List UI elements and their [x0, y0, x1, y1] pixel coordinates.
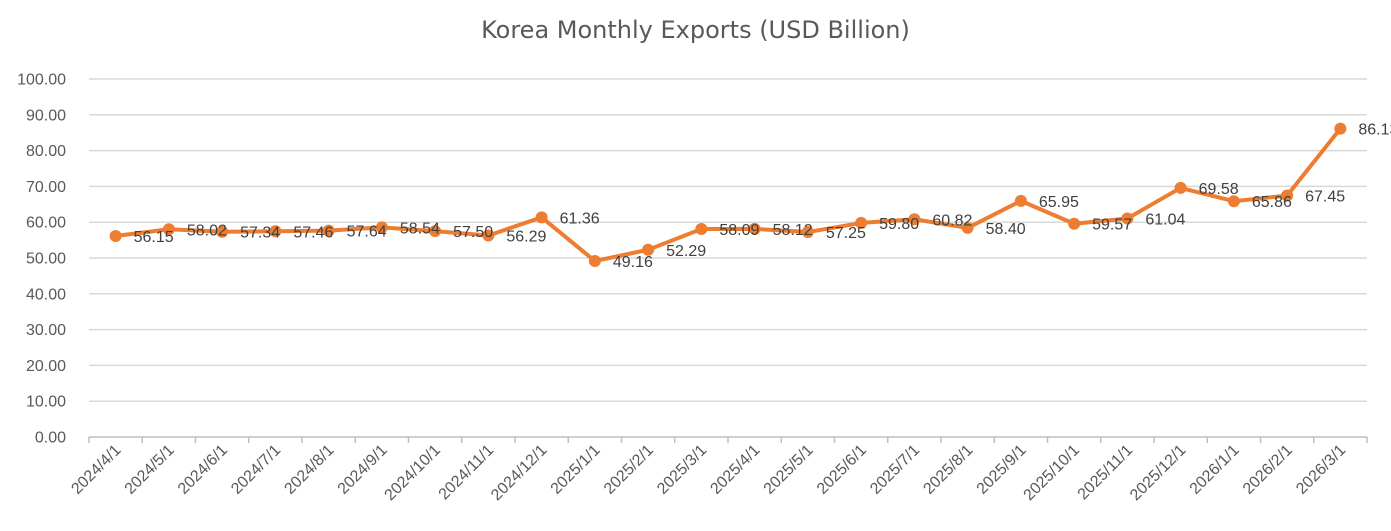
y-tick-label: 10.00 [26, 394, 66, 411]
data-point [801, 226, 814, 239]
data-label: 69.58 [1199, 181, 1239, 198]
y-tick-label: 70.00 [26, 179, 66, 196]
data-label: 49.16 [613, 254, 653, 271]
data-point [429, 225, 442, 238]
data-label: 56.29 [506, 228, 546, 245]
x-tick-label: 2025/1/1 [548, 442, 604, 498]
series-line [113, 126, 1343, 264]
data-label: 56.15 [134, 229, 174, 246]
x-tick-label: 2025/9/1 [974, 442, 1030, 498]
data-point [322, 224, 335, 237]
x-tick-label: 2025/7/1 [867, 442, 923, 498]
data-label: 57.50 [453, 224, 493, 241]
x-tick-label: 2026/2/1 [1240, 442, 1296, 498]
data-label: 86.13 [1358, 122, 1391, 139]
y-tick-label: 40.00 [26, 286, 66, 303]
data-label: 58.54 [400, 220, 440, 237]
y-tick-label: 60.00 [26, 215, 66, 232]
data-point [961, 221, 974, 234]
y-tick-label: 80.00 [26, 143, 66, 160]
data-point [748, 222, 761, 235]
x-tick-label: 2026/3/1 [1293, 442, 1349, 498]
data-label: 52.29 [666, 243, 706, 260]
data-point [855, 216, 868, 229]
data-label: 59.80 [879, 216, 919, 233]
data-point [216, 225, 229, 238]
data-label: 59.57 [1092, 217, 1132, 234]
data-label: 57.34 [240, 225, 280, 242]
x-tick-label: 2025/4/1 [707, 442, 763, 498]
data-label: 61.36 [560, 210, 600, 227]
data-point [1014, 194, 1027, 207]
data-label: 67.45 [1305, 189, 1345, 206]
data-point [269, 225, 282, 238]
x-tick-label: 2025/11/1 [1075, 442, 1137, 504]
data-label: 58.09 [719, 222, 759, 239]
data-point [1068, 217, 1081, 230]
data-label: 65.95 [1039, 194, 1079, 211]
x-tick-label: 2025/5/1 [761, 442, 817, 498]
y-tick-label: 50.00 [26, 251, 66, 268]
x-tick-label: 2025/3/1 [654, 442, 710, 498]
data-point [482, 229, 495, 242]
x-tick-label: 2024/10/1 [382, 442, 444, 504]
data-point [162, 223, 175, 236]
x-axis-labels: 2024/4/12024/5/12024/6/12024/7/12024/8/1… [68, 442, 1349, 504]
data-point [375, 221, 388, 234]
y-axis: 0.00 10.00 20.00 30.00 40.00 50.00 60.00 70.00 8… [17, 72, 66, 447]
data-label: 58.40 [986, 221, 1026, 238]
y-tick-label: 90.00 [26, 107, 66, 124]
data-label: 61.04 [1145, 211, 1185, 228]
data-label: 57.25 [826, 225, 866, 242]
x-tick-label: 2024/4/1 [68, 442, 124, 498]
data-point [1227, 195, 1240, 208]
x-tick-label: 2024/11/1 [436, 442, 498, 504]
data-point [1121, 212, 1134, 225]
data-label: 57.64 [347, 224, 387, 241]
data-label: 58.02 [187, 222, 227, 239]
data-point [1334, 122, 1347, 135]
x-tick-label: 2024/12/1 [488, 442, 550, 504]
y-tick-label: 20.00 [26, 358, 66, 375]
x-tick-label: 2025/2/1 [601, 442, 657, 498]
x-tick-label: 2025/6/1 [814, 442, 870, 498]
x-tick-label: 2024/5/1 [122, 442, 178, 498]
x-tick-label: 2024/6/1 [175, 442, 231, 498]
data-point [642, 243, 655, 256]
data-point [1281, 189, 1294, 202]
series-exports [109, 122, 1347, 268]
x-tick-label: 2024/8/1 [281, 442, 337, 498]
data-label: 60.82 [932, 212, 972, 229]
y-tick-label: 30.00 [26, 322, 66, 339]
data-point [109, 229, 122, 242]
x-tick-label: 2025/8/1 [920, 442, 976, 498]
data-point [908, 213, 921, 226]
x-tick-label: 2025/10/1 [1021, 442, 1083, 504]
x-axis [88, 436, 1368, 443]
data-labels: 56.15 58.02 57.34 57.46 57.64 58.54 57.50 56.29… [134, 122, 1391, 271]
x-tick-label: 2025/12/1 [1127, 442, 1189, 504]
data-point [695, 223, 708, 236]
data-point [588, 255, 601, 268]
x-tick-label: 2024/7/1 [228, 442, 284, 498]
x-tick-label: 2026/1/1 [1187, 442, 1243, 498]
chart-title: Korea Monthly Exports (USD Billion) [481, 16, 910, 44]
data-label: 58.12 [773, 222, 813, 239]
data-point [535, 211, 548, 224]
y-tick-label: 100.00 [17, 72, 66, 89]
data-point [1174, 181, 1187, 194]
gridlines [89, 78, 1367, 402]
x-tick-label: 2024/9/1 [335, 442, 391, 498]
data-label: 57.46 [293, 224, 333, 241]
data-label: 65.86 [1252, 194, 1292, 211]
y-tick-label: 0.00 [35, 430, 66, 447]
